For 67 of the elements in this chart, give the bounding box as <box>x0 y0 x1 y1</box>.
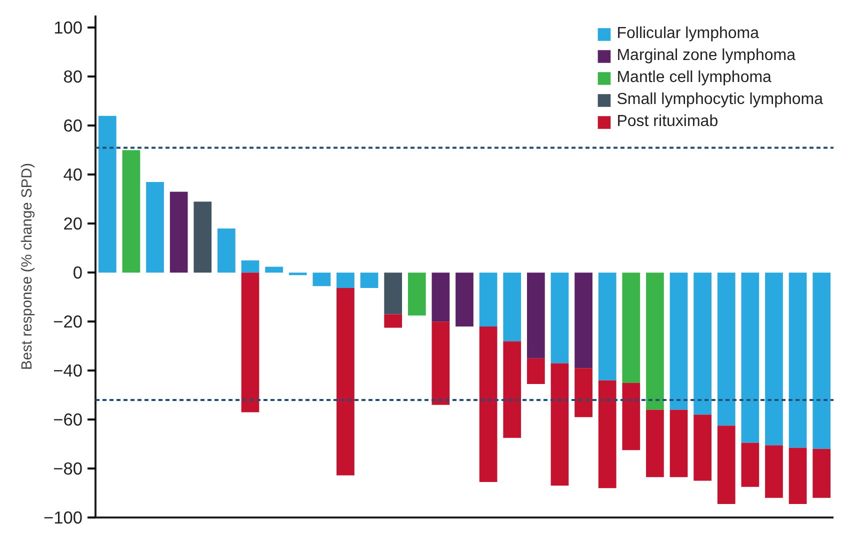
bar <box>241 272 260 412</box>
bar <box>574 368 592 418</box>
y-tick-label: −40 <box>53 360 83 381</box>
bar <box>170 192 188 273</box>
bar <box>526 272 545 358</box>
bar <box>550 363 569 486</box>
bar <box>646 272 664 410</box>
bar <box>146 182 164 273</box>
bar <box>765 272 783 446</box>
bar <box>360 272 378 288</box>
bar <box>122 150 140 273</box>
bar <box>336 288 354 476</box>
bar <box>670 272 688 410</box>
y-tick-label: 80 <box>63 66 83 87</box>
y-tick-label: −80 <box>53 458 83 479</box>
bar <box>812 272 831 449</box>
bar <box>670 410 688 478</box>
bar <box>717 426 736 504</box>
bar <box>194 202 212 273</box>
bar <box>503 341 522 438</box>
bar <box>479 326 498 482</box>
y-tick-label: −100 <box>43 508 82 528</box>
bar <box>741 272 760 443</box>
bar <box>456 272 474 326</box>
bar <box>384 314 402 328</box>
bar <box>694 414 712 481</box>
bar <box>336 272 354 288</box>
bar <box>717 272 736 426</box>
bar <box>312 272 331 286</box>
legend-label: Mantle cell lymphoma <box>616 69 772 87</box>
bar <box>550 272 569 364</box>
bar <box>479 272 498 326</box>
y-tick-label: 0 <box>72 262 83 283</box>
bar <box>432 272 450 322</box>
bar <box>741 442 760 487</box>
bar <box>765 445 783 498</box>
bar <box>265 266 283 273</box>
y-tick-label: 40 <box>63 164 83 185</box>
bar <box>646 410 664 478</box>
legend-label: Follicular lymphoma <box>616 25 759 43</box>
legend-label: Marginal zone lymphoma <box>616 47 796 65</box>
y-tick-label: 100 <box>54 18 83 38</box>
bar <box>788 272 807 448</box>
bar <box>812 448 831 498</box>
y-tick-label: 20 <box>63 214 83 234</box>
bar <box>574 272 592 368</box>
bar <box>432 322 450 405</box>
bar <box>288 272 307 276</box>
bar <box>98 116 116 273</box>
bar <box>384 272 402 314</box>
bar <box>408 272 426 316</box>
bar <box>622 272 640 383</box>
bar <box>218 228 236 273</box>
bar <box>598 272 616 380</box>
bar <box>788 448 807 504</box>
bar <box>622 382 640 450</box>
y-axis-title: Best response (% change SPD) <box>19 163 36 370</box>
bar <box>694 272 712 415</box>
legend-label: Post rituximab <box>616 113 718 131</box>
legend-label: Small lymphocytic lymphoma <box>616 91 823 109</box>
y-tick-label: −20 <box>53 312 83 332</box>
y-tick-label: −60 <box>53 410 83 430</box>
bar <box>526 358 545 384</box>
bar <box>241 260 260 273</box>
y-tick-label: 60 <box>63 116 83 136</box>
bar <box>598 380 616 488</box>
bar <box>503 272 522 342</box>
